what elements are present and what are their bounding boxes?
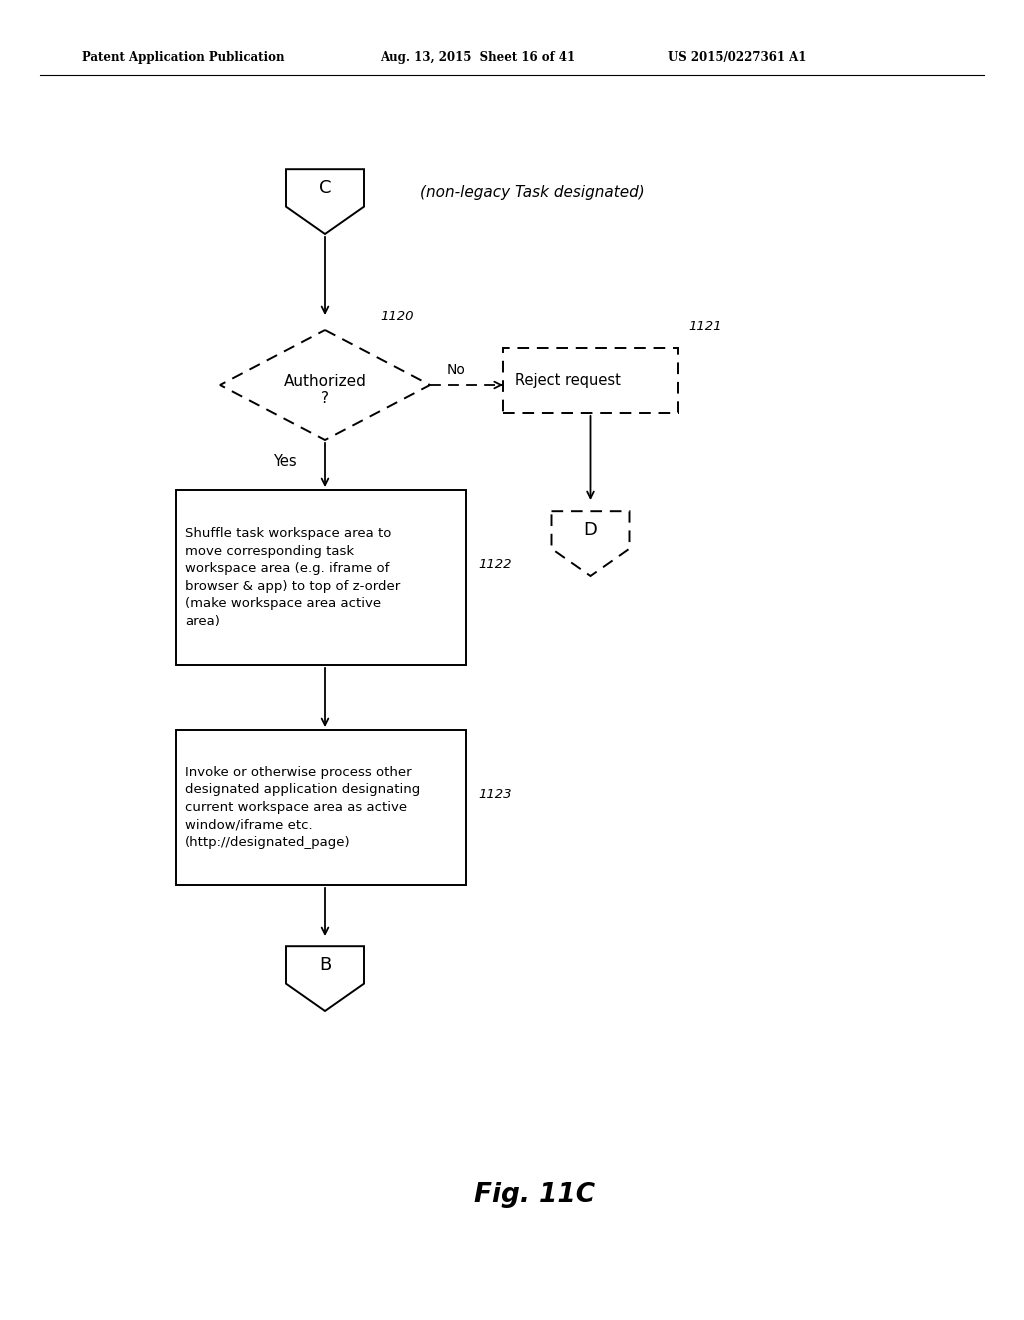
Text: Aug. 13, 2015  Sheet 16 of 41: Aug. 13, 2015 Sheet 16 of 41 xyxy=(380,51,575,65)
Text: 1121: 1121 xyxy=(688,319,722,333)
Text: US 2015/0227361 A1: US 2015/0227361 A1 xyxy=(668,51,806,65)
Bar xyxy=(176,730,466,884)
Text: Patent Application Publication: Patent Application Publication xyxy=(82,51,285,65)
Text: B: B xyxy=(318,956,331,974)
Text: 1122: 1122 xyxy=(478,557,512,570)
Bar xyxy=(176,490,466,665)
Text: Fig. 11C: Fig. 11C xyxy=(474,1181,596,1208)
Text: 1120: 1120 xyxy=(380,310,414,323)
Text: 1123: 1123 xyxy=(478,788,512,800)
Bar xyxy=(503,348,678,413)
Text: C: C xyxy=(318,180,331,197)
Text: (non-legacy Task designated): (non-legacy Task designated) xyxy=(420,186,645,201)
Text: D: D xyxy=(584,521,597,539)
Text: No: No xyxy=(447,363,466,378)
Text: Authorized
?: Authorized ? xyxy=(284,374,367,407)
Text: Invoke or otherwise process other
designated application designating
current wor: Invoke or otherwise process other design… xyxy=(185,766,420,849)
Text: Yes: Yes xyxy=(273,454,297,470)
Text: Reject request: Reject request xyxy=(515,374,621,388)
Text: Shuffle task workspace area to
move corresponding task
workspace area (e.g. ifra: Shuffle task workspace area to move corr… xyxy=(185,527,400,628)
